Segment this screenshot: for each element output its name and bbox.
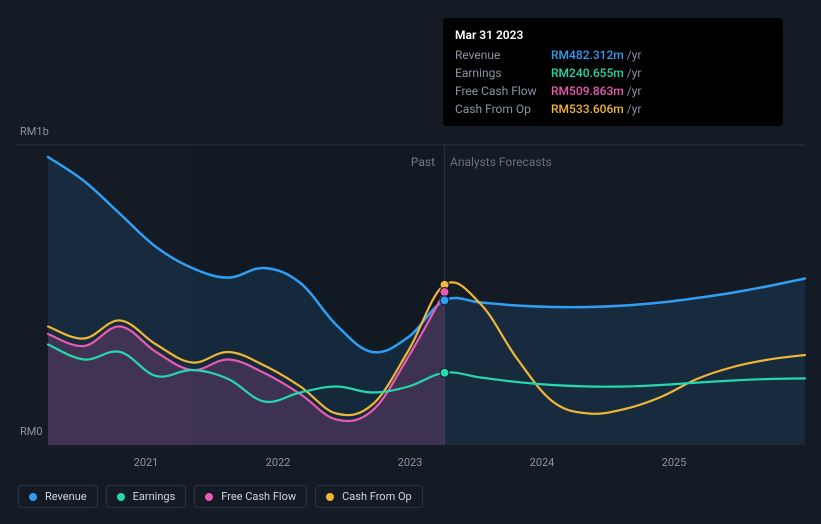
legend-label: Earnings bbox=[133, 490, 176, 503]
legend-item[interactable]: Cash From Op bbox=[315, 485, 423, 508]
legend-label: Revenue bbox=[45, 490, 87, 503]
legend-dot bbox=[326, 493, 334, 501]
x-axis-label: 2025 bbox=[662, 456, 687, 469]
legend-label: Free Cash Flow bbox=[221, 490, 296, 503]
legend: Revenue Earnings Free Cash Flow Cash From O… bbox=[18, 485, 423, 508]
legend-dot bbox=[117, 493, 125, 501]
x-axis-label: 2024 bbox=[530, 456, 555, 469]
x-axis-label: 2021 bbox=[134, 456, 159, 469]
x-axis-label: 2022 bbox=[266, 456, 291, 469]
legend-label: Cash From Op bbox=[342, 490, 412, 503]
legend-item[interactable]: Revenue bbox=[18, 485, 98, 508]
chart-canvas bbox=[0, 0, 821, 524]
marker-free-cash-flow bbox=[440, 288, 449, 297]
x-axis-label: 2023 bbox=[398, 456, 423, 469]
legend-dot bbox=[29, 493, 37, 501]
legend-item[interactable]: Free Cash Flow bbox=[194, 485, 307, 508]
legend-item[interactable]: Earnings bbox=[106, 485, 187, 508]
marker-revenue bbox=[440, 296, 449, 305]
marker-earnings bbox=[440, 368, 449, 377]
legend-dot bbox=[205, 493, 213, 501]
